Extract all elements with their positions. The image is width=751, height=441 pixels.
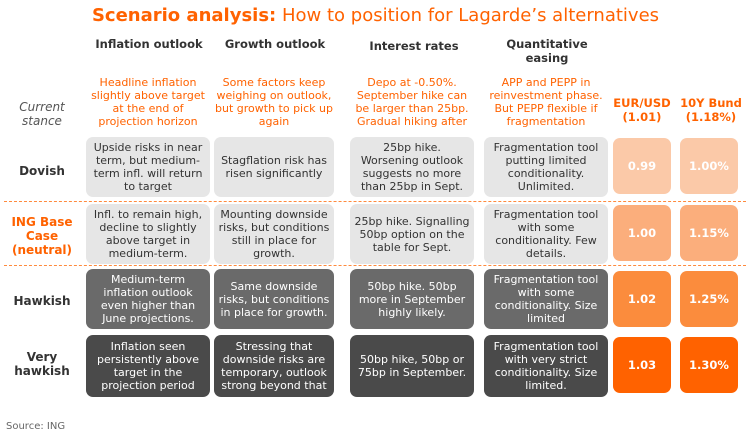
hawkish-qe-cell: Fragmentation tool with some conditional… (484, 269, 608, 329)
dovish-inflation-cell: Upside risks in near term, but medium-te… (86, 137, 210, 197)
base-inflation-cell: Infl. to remain high, decline to slightl… (86, 204, 210, 264)
dovish-rates-cell: 25bp hike. Worsening outlook suggests no… (350, 137, 474, 197)
row-label-base-case: ING Base Case (neutral) (11, 215, 73, 257)
title-rest: How to position for Lagarde’s alternativ… (281, 5, 660, 26)
base-growth-cell: Mounting downside risks, but conditions … (214, 204, 334, 264)
row-label-hawkish: Hawkish (13, 294, 71, 308)
base-rates-cell: 25bp hike. Signalling 50bp option on the… (350, 204, 474, 264)
base-qe-cell: Fragmentation tool with some conditional… (484, 204, 608, 264)
veryhawkish-inflation-cell: Inflation seen persistently above target… (86, 335, 210, 397)
header-interest-rates: Interest rates (369, 39, 459, 53)
current-growth-cell: Some factors keep weighing on outlook, b… (215, 76, 333, 128)
page-title: Scenario analysis: How to position for L… (0, 5, 751, 27)
source-note: Source: ING (6, 421, 66, 432)
dovish-bund-value: 1.00% (680, 138, 738, 194)
current-rates-cell: Depo at -0.50%. September hike can be la… (355, 76, 469, 128)
veryhawkish-growth-cell: Stressing that downside risks are tempor… (214, 335, 334, 397)
header-bund: 10Y Bund (1.18%) (680, 96, 742, 124)
veryhawkish-eurusd-value: 1.03 (613, 337, 671, 393)
hawkish-bund-value: 1.25% (680, 271, 738, 327)
dovish-growth-cell: Stagflation risk has risen significantly (214, 137, 334, 197)
base-case-highlight (4, 201, 746, 266)
veryhawkish-bund-value: 1.30% (680, 337, 738, 393)
header-eurusd: EUR/USD (1.01) (613, 96, 671, 124)
hawkish-growth-cell: Same downside risks, but conditions in p… (214, 269, 334, 329)
hawkish-eurusd-value: 1.02 (613, 271, 671, 327)
header-quantitative-easing: Quantitative easing (506, 37, 588, 65)
row-label-very-hawkish: Very hawkish (14, 350, 70, 378)
base-bund-value: 1.15% (680, 205, 738, 261)
hawkish-inflation-cell: Medium-term inflation outlook even highe… (86, 269, 210, 329)
veryhawkish-qe-cell: Fragmentation tool with very strict cond… (484, 335, 608, 397)
veryhawkish-rates-cell: 50bp hike, 50bp or 75bp in September. (350, 335, 474, 397)
dovish-qe-cell: Fragmentation tool putting limited condi… (484, 137, 608, 197)
base-eurusd-value: 1.00 (613, 205, 671, 261)
row-label-dovish: Dovish (19, 164, 65, 178)
current-qe-cell: APP and PEPP in reinvestment phase. But … (489, 76, 603, 128)
hawkish-rates-cell: 50bp hike. 50bp more in September highly… (350, 269, 474, 329)
header-growth: Growth outlook (224, 37, 326, 51)
header-inflation: Inflation outlook (95, 37, 203, 51)
row-label-current: Current stance (19, 100, 65, 128)
current-inflation-cell: Headline inflation slightly above target… (91, 76, 205, 128)
title-bold: Scenario analysis: (91, 5, 277, 26)
dovish-eurusd-value: 0.99 (613, 138, 671, 194)
